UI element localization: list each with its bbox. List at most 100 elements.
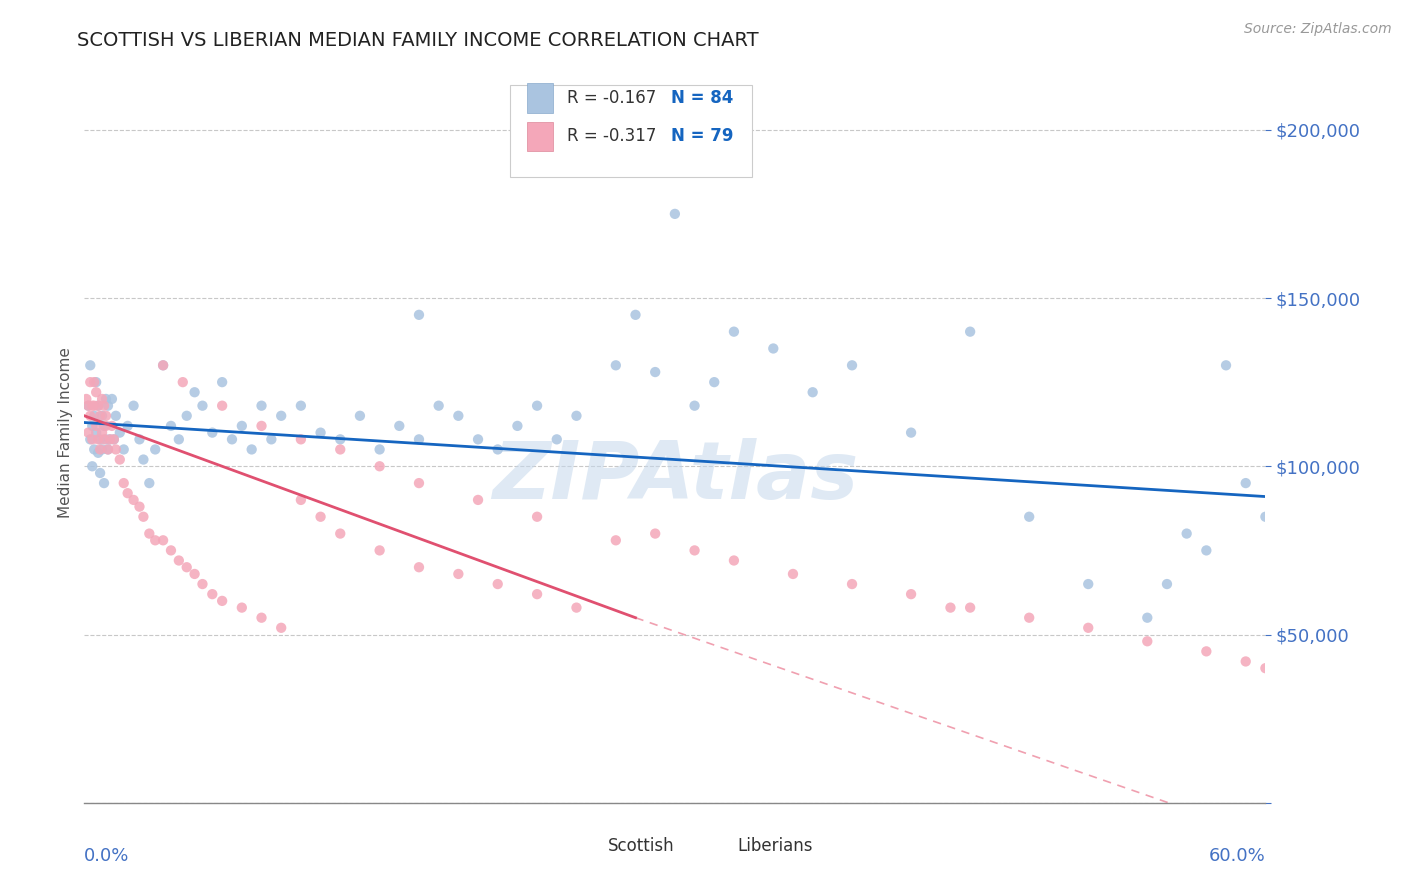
Point (270, 621, 292, 635)
Point (87, 433, 110, 447)
Point (211, 594, 233, 608)
Point (388, 418, 411, 433)
Point (1077, 577, 1099, 591)
Point (97, 442, 120, 457)
Point (408, 433, 430, 447)
Point (349, 409, 371, 423)
Text: N = 79: N = 79 (671, 128, 734, 145)
Text: 60.0%: 60.0% (1209, 847, 1265, 865)
Point (98, 433, 121, 447)
Point (77, 399, 100, 413)
Point (368, 459, 391, 474)
Point (939, 600, 962, 615)
Point (82, 418, 104, 433)
Point (782, 566, 804, 581)
Point (250, 418, 273, 433)
Point (329, 526, 352, 541)
Point (89, 466, 111, 480)
Point (1018, 610, 1040, 624)
Text: 0.0%: 0.0% (84, 847, 129, 865)
Bar (575, 835, 596, 858)
Point (1175, 526, 1198, 541)
Point (526, 587, 548, 601)
Point (1254, 509, 1277, 524)
Point (79, 433, 101, 447)
Point (1136, 610, 1159, 624)
Point (427, 399, 450, 413)
Point (240, 442, 263, 457)
Point (128, 500, 150, 514)
Point (191, 577, 214, 591)
FancyBboxPatch shape (509, 85, 752, 178)
Point (565, 409, 588, 423)
Point (683, 399, 706, 413)
Point (506, 418, 529, 433)
Point (108, 452, 131, 467)
Point (82, 433, 104, 447)
Point (486, 577, 509, 591)
Point (77, 399, 100, 413)
Point (801, 385, 824, 400)
Point (841, 359, 863, 373)
Point (93, 476, 115, 491)
Bar (527, 121, 553, 152)
Point (447, 566, 470, 581)
Point (447, 409, 470, 423)
Point (152, 359, 174, 373)
Point (703, 375, 725, 389)
Point (94, 392, 117, 406)
Point (91, 442, 114, 457)
Point (467, 492, 489, 507)
Point (94, 418, 117, 433)
Point (79, 375, 101, 389)
Point (87, 446, 110, 460)
Point (408, 308, 430, 322)
Point (176, 560, 198, 574)
Point (309, 509, 332, 524)
Point (172, 375, 194, 389)
Point (260, 433, 283, 447)
Point (82, 459, 104, 474)
Point (83, 399, 105, 413)
Point (900, 587, 922, 601)
Point (1136, 634, 1159, 648)
Point (486, 442, 509, 457)
Point (250, 399, 273, 413)
Point (79, 359, 101, 373)
Point (605, 533, 627, 548)
Point (231, 600, 253, 615)
Point (201, 587, 224, 601)
Point (526, 509, 548, 524)
Point (82, 399, 104, 413)
Point (368, 543, 391, 558)
Point (231, 418, 253, 433)
Point (959, 600, 981, 615)
Point (408, 560, 430, 574)
Point (624, 308, 647, 322)
Point (408, 476, 430, 491)
Point (683, 543, 706, 558)
Point (84, 425, 107, 440)
Point (644, 365, 666, 379)
Text: R = -0.317: R = -0.317 (568, 128, 657, 145)
Point (98, 433, 121, 447)
Point (104, 409, 127, 423)
Point (250, 610, 273, 624)
Point (83, 409, 105, 423)
Point (841, 577, 863, 591)
Point (143, 442, 166, 457)
Point (900, 425, 922, 440)
Point (1234, 655, 1257, 669)
Point (723, 553, 745, 567)
Point (160, 418, 183, 433)
Point (309, 425, 332, 440)
Point (94, 433, 117, 447)
Point (132, 452, 155, 467)
Point (176, 409, 198, 423)
Point (104, 442, 127, 457)
Text: ZIPAtlas: ZIPAtlas (492, 438, 858, 516)
Point (664, 207, 686, 221)
Text: Source: ZipAtlas.com: Source: ZipAtlas.com (1244, 22, 1392, 37)
Point (112, 476, 135, 491)
Y-axis label: Median Family Income: Median Family Income (58, 347, 73, 518)
